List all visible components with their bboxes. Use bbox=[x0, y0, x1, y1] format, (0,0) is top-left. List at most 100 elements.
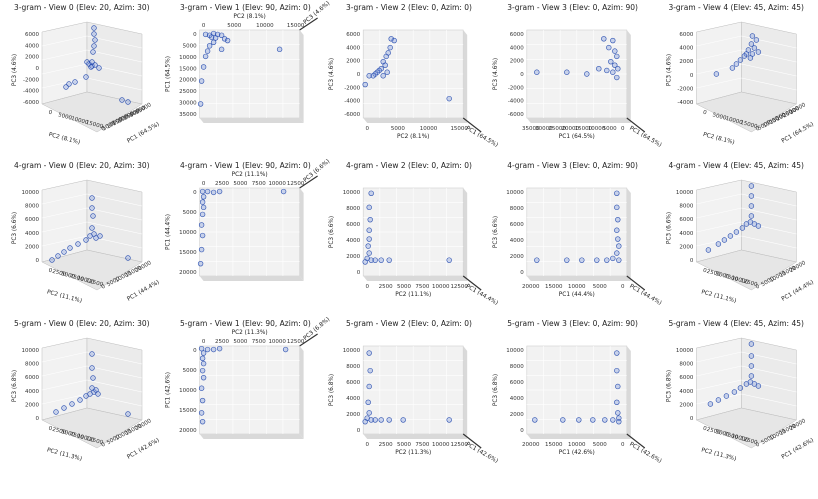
tick-label: 4000 bbox=[679, 231, 693, 237]
tick-label: 5000 bbox=[227, 23, 241, 29]
panel-title: 3-gram - View 3 (Elev: 0, Azim: 90) bbox=[507, 3, 638, 12]
data-point bbox=[380, 73, 386, 79]
data-point bbox=[97, 233, 103, 239]
data-point bbox=[362, 81, 368, 88]
data-point bbox=[53, 409, 59, 415]
tick-label: 4000 bbox=[346, 396, 360, 402]
tick-label: 12500 bbox=[85, 278, 104, 288]
gridline bbox=[741, 49, 797, 63]
tick-label: 4000 bbox=[346, 238, 360, 244]
tick-label: 2500 bbox=[52, 427, 68, 437]
panel-title: 4-gram - View 1 (Elev: 90, Azim: 0) bbox=[180, 161, 311, 170]
tick-label: 0 bbox=[202, 23, 206, 29]
panel-title: 5-gram - View 4 (Elev: 45, Azim: 45) bbox=[668, 319, 804, 328]
tick-label: 0 bbox=[755, 441, 761, 448]
tick-label: 6000 bbox=[510, 32, 524, 38]
pane-edge bbox=[199, 434, 304, 439]
data-point bbox=[204, 48, 211, 54]
gridline bbox=[741, 63, 797, 77]
data-point bbox=[748, 41, 755, 47]
data-point bbox=[91, 31, 97, 37]
axis-label-y: PC1 (64.5%) bbox=[781, 122, 815, 145]
panel-title: 4-gram - View 0 (Elev: 20, Azim: 30) bbox=[14, 161, 150, 170]
data-point bbox=[218, 46, 225, 53]
tick-label: -2000 bbox=[344, 85, 360, 91]
data-point bbox=[61, 405, 67, 411]
data-point bbox=[755, 49, 762, 55]
tick-label: 35000 bbox=[179, 112, 197, 118]
data-point bbox=[612, 62, 618, 68]
tick-label: 0 bbox=[357, 428, 361, 434]
data-point bbox=[89, 365, 95, 371]
panel-title: 4-gram - View 2 (Elev: 0, Azim: 0) bbox=[346, 161, 472, 170]
panel-9: 4-gram - View 4 (Elev: 45, Azim: 45) 1000… bbox=[666, 161, 815, 305]
data-point bbox=[743, 51, 750, 57]
gridline bbox=[696, 221, 742, 233]
data-point bbox=[612, 48, 618, 54]
data-point bbox=[372, 417, 378, 423]
tick-label: 7500 bbox=[69, 274, 85, 284]
panel-title: 5-gram - View 2 (Elev: 0, Azim: 0) bbox=[346, 319, 472, 328]
axis-label-bottom: PC2 (11.1%) bbox=[395, 292, 431, 298]
data-point bbox=[368, 417, 374, 423]
data-point bbox=[610, 37, 616, 44]
data-point bbox=[88, 64, 94, 70]
tick-label: 10000 bbox=[731, 433, 750, 443]
tick-label: 7500 bbox=[415, 442, 429, 448]
tick-label: 0 bbox=[702, 110, 707, 117]
data-point bbox=[125, 99, 131, 105]
tick-label: 10000 bbox=[268, 339, 286, 345]
tick-label: 0 bbox=[100, 283, 106, 290]
data-point bbox=[608, 58, 614, 65]
data-point bbox=[446, 417, 452, 423]
data-point bbox=[751, 45, 758, 51]
gridline bbox=[696, 49, 742, 61]
gridline bbox=[86, 49, 143, 63]
tick-label: 5000 bbox=[183, 210, 197, 216]
data-point bbox=[197, 260, 204, 267]
pane-edge bbox=[199, 118, 304, 123]
tick-label: 0 bbox=[357, 270, 361, 276]
tick-label: 6000 bbox=[510, 222, 524, 228]
data-point bbox=[198, 222, 205, 228]
data-point bbox=[713, 71, 720, 77]
tick-label: 2000 bbox=[346, 254, 360, 260]
tick-label: 0 bbox=[520, 428, 524, 434]
gridline bbox=[86, 393, 143, 407]
data-point bbox=[615, 236, 621, 242]
tick-label: 6000 bbox=[679, 217, 693, 223]
tick-label: 4000 bbox=[25, 43, 39, 49]
tick-label: 6000 bbox=[25, 217, 39, 223]
tick-label: 10000 bbox=[506, 190, 524, 196]
tick-label: 10000 bbox=[343, 348, 361, 354]
pane-edge bbox=[463, 30, 468, 123]
tick-label: 0 bbox=[690, 258, 694, 264]
tick-label: 0 bbox=[48, 426, 53, 433]
data-point bbox=[748, 353, 755, 359]
data-point bbox=[705, 247, 712, 253]
data-point bbox=[91, 43, 97, 49]
gridline bbox=[41, 77, 88, 89]
data-point bbox=[55, 253, 61, 259]
panel-title: 4-gram - View 4 (Elev: 45, Azim: 45) bbox=[668, 161, 804, 170]
data-point bbox=[378, 257, 384, 263]
gridline bbox=[41, 63, 88, 75]
tick-label: 15000 bbox=[545, 442, 563, 448]
data-point bbox=[212, 35, 219, 41]
data-point bbox=[604, 67, 610, 74]
data-point bbox=[198, 345, 205, 352]
gridline bbox=[741, 379, 797, 393]
gridline bbox=[86, 63, 143, 77]
data-point bbox=[200, 204, 207, 211]
axis-label-left: PC3 (6.8%) bbox=[329, 374, 335, 406]
tick-label: 2000 bbox=[510, 59, 524, 65]
data-point bbox=[199, 418, 206, 425]
data-point bbox=[387, 44, 393, 51]
data-point bbox=[576, 417, 582, 423]
tick-label: 15000 bbox=[179, 66, 197, 72]
gridline bbox=[741, 77, 797, 91]
tick-label: 2000 bbox=[510, 254, 524, 260]
gridline bbox=[741, 221, 797, 235]
tick-label: 10000 bbox=[179, 230, 197, 236]
tick-label: 4000 bbox=[679, 46, 693, 52]
